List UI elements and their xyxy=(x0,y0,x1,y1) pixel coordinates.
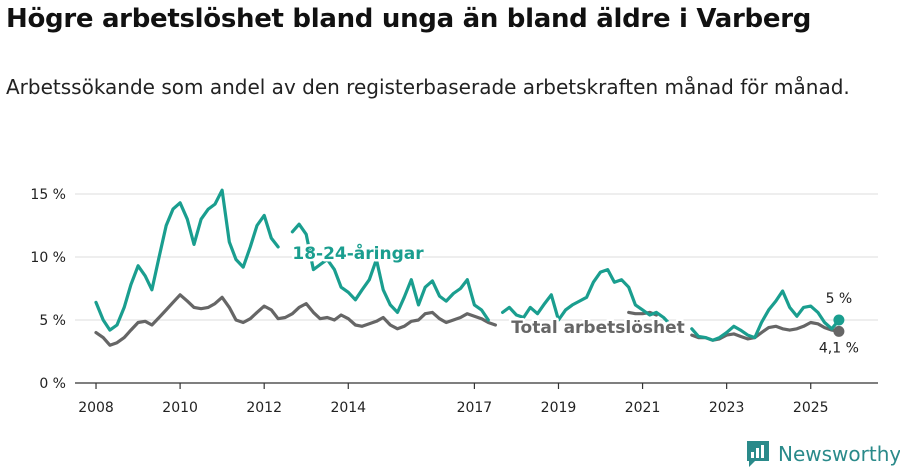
x-axis: 2008 2010 2012 2014 2017 2019 2021 2023 2025 xyxy=(75,382,878,416)
y-tick-label: 10 % xyxy=(30,250,66,266)
x-tick-label: 2019 xyxy=(541,400,577,416)
brand: Newsworthy xyxy=(746,440,900,468)
y-axis: 0 % 5 % 10 % 15 % xyxy=(30,187,66,392)
end-point xyxy=(833,314,845,326)
end-point xyxy=(833,325,845,337)
end-value-label: 5 % xyxy=(826,291,853,307)
series-label: 18-24-åringar xyxy=(292,242,424,264)
x-tick-label: 2012 xyxy=(246,400,282,416)
y-tick-label: 0 % xyxy=(39,376,66,392)
series-label: Total arbetslöshet xyxy=(511,318,685,338)
series-lines xyxy=(94,188,841,347)
page-title: Högre arbetslöshet bland unga än bland ä… xyxy=(6,4,812,34)
end-value-label: 4,1 % xyxy=(819,340,859,356)
x-tick-label: 2010 xyxy=(162,400,198,416)
x-tick-label: 2017 xyxy=(457,400,493,416)
newsworthy-logo-icon xyxy=(747,441,769,467)
x-tick-label: 2025 xyxy=(793,400,829,416)
x-tick-label: 2023 xyxy=(709,400,745,416)
series-line xyxy=(94,188,841,342)
x-tick-label: 2014 xyxy=(330,400,366,416)
x-tick-label: 2021 xyxy=(625,400,661,416)
y-tick-label: 15 % xyxy=(30,187,66,203)
series-labels: 5 % 4,1 % 18-24-åringar Total arbetslöshet xyxy=(290,240,859,357)
y-tick-label: 5 % xyxy=(39,313,66,329)
x-tick-label: 2008 xyxy=(78,400,114,416)
page-subtitle: Arbetssökande som andel av den registerb… xyxy=(6,75,850,99)
brand-name: Newsworthy xyxy=(778,442,900,466)
gridlines xyxy=(75,193,878,384)
